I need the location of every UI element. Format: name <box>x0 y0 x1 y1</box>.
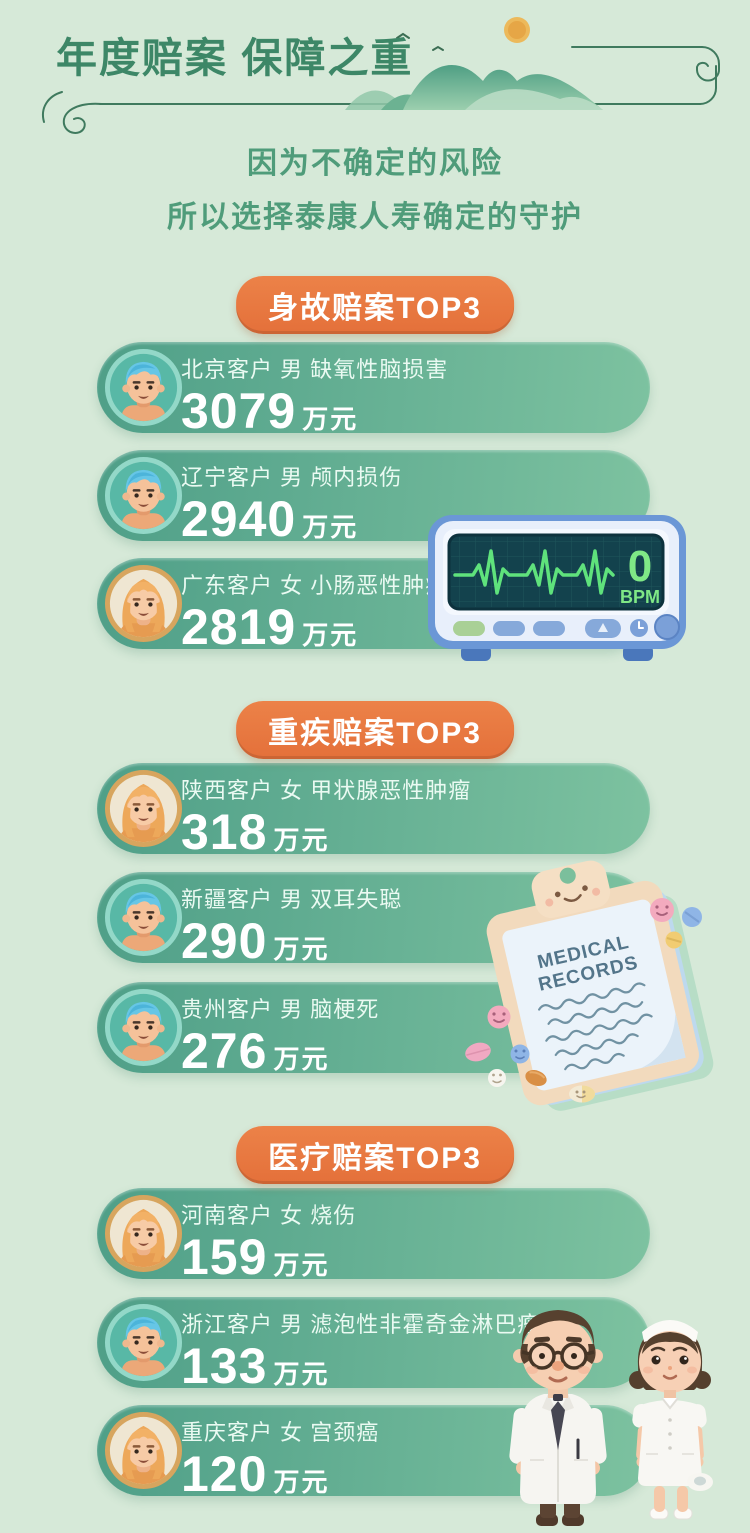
intro-line-1: 因为不确定的风险 <box>247 147 503 180</box>
claim-row: 陕西客户 女 甲状腺恶性肿瘤 318 万元 <box>97 763 650 860</box>
medical-records-clipboard: MEDICAL RECORDS <box>465 860 714 1111</box>
customer-avatar-icon <box>105 1304 182 1382</box>
customer-avatar-icon <box>105 770 182 848</box>
claim-amount: 276 <box>181 1023 268 1079</box>
bpm-label: BPM <box>620 587 660 607</box>
monitor-button <box>533 621 565 636</box>
claim-amount: 318 <box>181 804 268 860</box>
claim-amount: 120 <box>181 1446 268 1502</box>
claim-detail: 贵州客户 男 脑梗死 <box>181 997 380 1022</box>
customer-avatar <box>104 769 183 848</box>
claim-row: 北京客户 男 缺氧性脑损害 3079 万元 <box>97 342 650 439</box>
customer-avatar-icon <box>105 457 182 535</box>
claim-detail: 广东客户 女 小肠恶性肿瘤 <box>181 573 449 598</box>
claim-amount: 2940 <box>181 491 297 547</box>
pill-icon <box>665 931 683 949</box>
doctor-figure <box>509 1310 607 1526</box>
pill-icon <box>465 1042 491 1062</box>
section-badge-critical-illness-claims: 重疾赔案TOP3 <box>236 701 514 759</box>
birds-icon <box>396 32 444 51</box>
customer-avatar-icon <box>105 565 182 643</box>
claim-detail: 河南客户 女 烧伤 <box>181 1203 357 1228</box>
claim-unit: 万元 <box>302 404 359 434</box>
customer-avatar <box>104 348 183 427</box>
customer-avatar-icon <box>105 1195 182 1273</box>
pill-icon <box>682 907 702 927</box>
claim-amount: 290 <box>181 913 268 969</box>
pill-icon <box>569 1085 595 1103</box>
pill-icon <box>487 1005 511 1029</box>
claim-row: 河南客户 女 烧伤 159 万元 <box>97 1188 650 1285</box>
claim-detail: 陕西客户 女 甲状腺恶性肿瘤 <box>181 778 472 803</box>
customer-avatar <box>104 456 183 535</box>
section-badge-medical-claims: 医疗赔案TOP3 <box>236 1126 514 1184</box>
page-title: 年度赔案 保障之重 <box>56 35 414 81</box>
bpm-value: 0 <box>628 542 652 591</box>
claim-amount: 133 <box>181 1338 268 1394</box>
customer-avatar <box>104 1411 183 1490</box>
claim-detail: 浙江客户 男 滤泡性非霍奇金淋巴瘤 <box>181 1312 541 1337</box>
pill-icon <box>525 1070 547 1086</box>
monitor-up-button <box>585 619 621 638</box>
customer-avatar <box>104 1303 183 1382</box>
nurse-figure <box>629 1320 711 1520</box>
customer-avatar-icon <box>105 1412 182 1490</box>
claim-unit: 万元 <box>273 1044 330 1074</box>
doctor-nurse-illustration <box>509 1310 711 1526</box>
pill-icon <box>687 1473 713 1491</box>
monitor-button <box>493 621 525 636</box>
customer-avatar <box>104 564 183 643</box>
claim-detail: 北京客户 男 缺氧性脑损害 <box>181 357 449 382</box>
claim-detail: 新疆客户 男 双耳失聪 <box>181 887 403 912</box>
claim-amount: 2819 <box>181 599 297 655</box>
pill-icon <box>488 1069 506 1087</box>
monitor-dial-knob <box>654 614 680 640</box>
claim-unit: 万元 <box>273 1359 330 1389</box>
pill-icon <box>650 898 674 922</box>
claim-detail: 辽宁客户 男 颅内损伤 <box>181 465 403 490</box>
claim-detail: 重庆客户 女 宫颈癌 <box>181 1420 380 1445</box>
claim-amount: 3079 <box>181 383 297 439</box>
heart-monitor-illustration: 0 BPM <box>428 515 686 661</box>
ecg-line <box>453 549 615 595</box>
intro-line-2: 所以选择泰康人寿确定的守护 <box>167 201 583 234</box>
section-badge-death-claims: 身故赔案TOP3 <box>236 276 514 334</box>
claim-unit: 万元 <box>302 620 359 650</box>
claim-unit: 万元 <box>273 1250 330 1280</box>
customer-avatar-icon <box>105 879 182 957</box>
claim-unit: 万元 <box>273 934 330 964</box>
claim-unit: 万元 <box>302 512 359 542</box>
customer-avatar <box>104 1194 183 1273</box>
claim-unit: 万元 <box>273 825 330 855</box>
claim-amount: 159 <box>181 1229 268 1285</box>
customer-avatar <box>104 878 183 957</box>
mountain-illustration <box>345 17 603 110</box>
clipboard-clip-face <box>531 860 611 919</box>
customer-avatar-icon <box>105 349 182 427</box>
customer-avatar <box>104 988 183 1067</box>
pill-icon <box>510 1044 530 1064</box>
claim-unit: 万元 <box>273 1467 330 1497</box>
monitor-button <box>453 621 485 636</box>
clipboard-text-lines <box>538 982 653 1071</box>
monitor-clock-knob <box>628 617 650 639</box>
customer-avatar-icon <box>105 989 182 1067</box>
